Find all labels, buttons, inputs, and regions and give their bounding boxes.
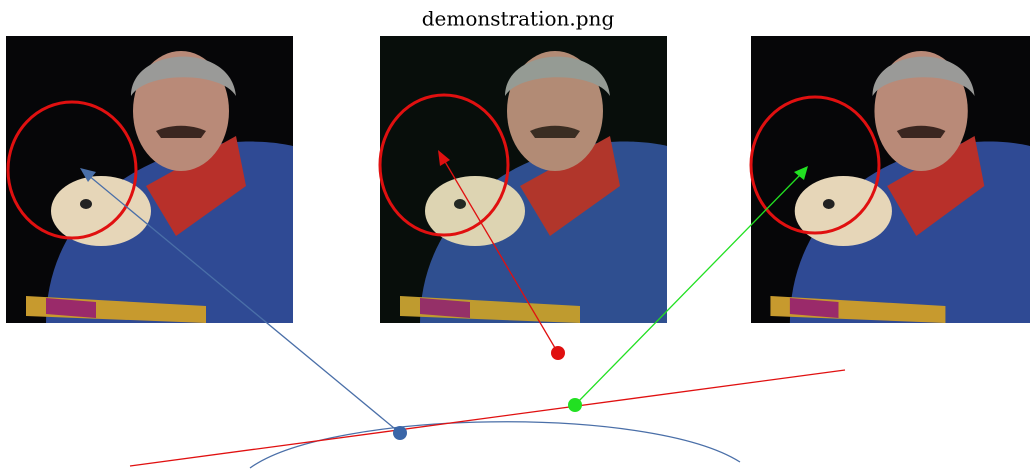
figure-title: demonstration.png xyxy=(422,7,615,31)
arrow-line xyxy=(574,174,801,406)
highlight-ellipse xyxy=(6,100,138,240)
image-reconstructed xyxy=(751,36,1030,323)
arrow-head xyxy=(80,168,96,182)
point xyxy=(568,398,582,412)
highlight-ellipse xyxy=(749,95,881,235)
highlight-ellipse xyxy=(378,93,510,237)
image-original xyxy=(6,36,293,323)
arrow-head xyxy=(794,166,808,180)
image-adversarial xyxy=(380,36,667,323)
point xyxy=(551,346,565,360)
manifold-curve xyxy=(249,421,741,469)
arrow-head xyxy=(438,150,450,166)
tangent-line xyxy=(129,369,846,467)
arrow-line xyxy=(443,159,559,354)
arrow-line xyxy=(87,174,401,434)
point xyxy=(393,426,407,440)
